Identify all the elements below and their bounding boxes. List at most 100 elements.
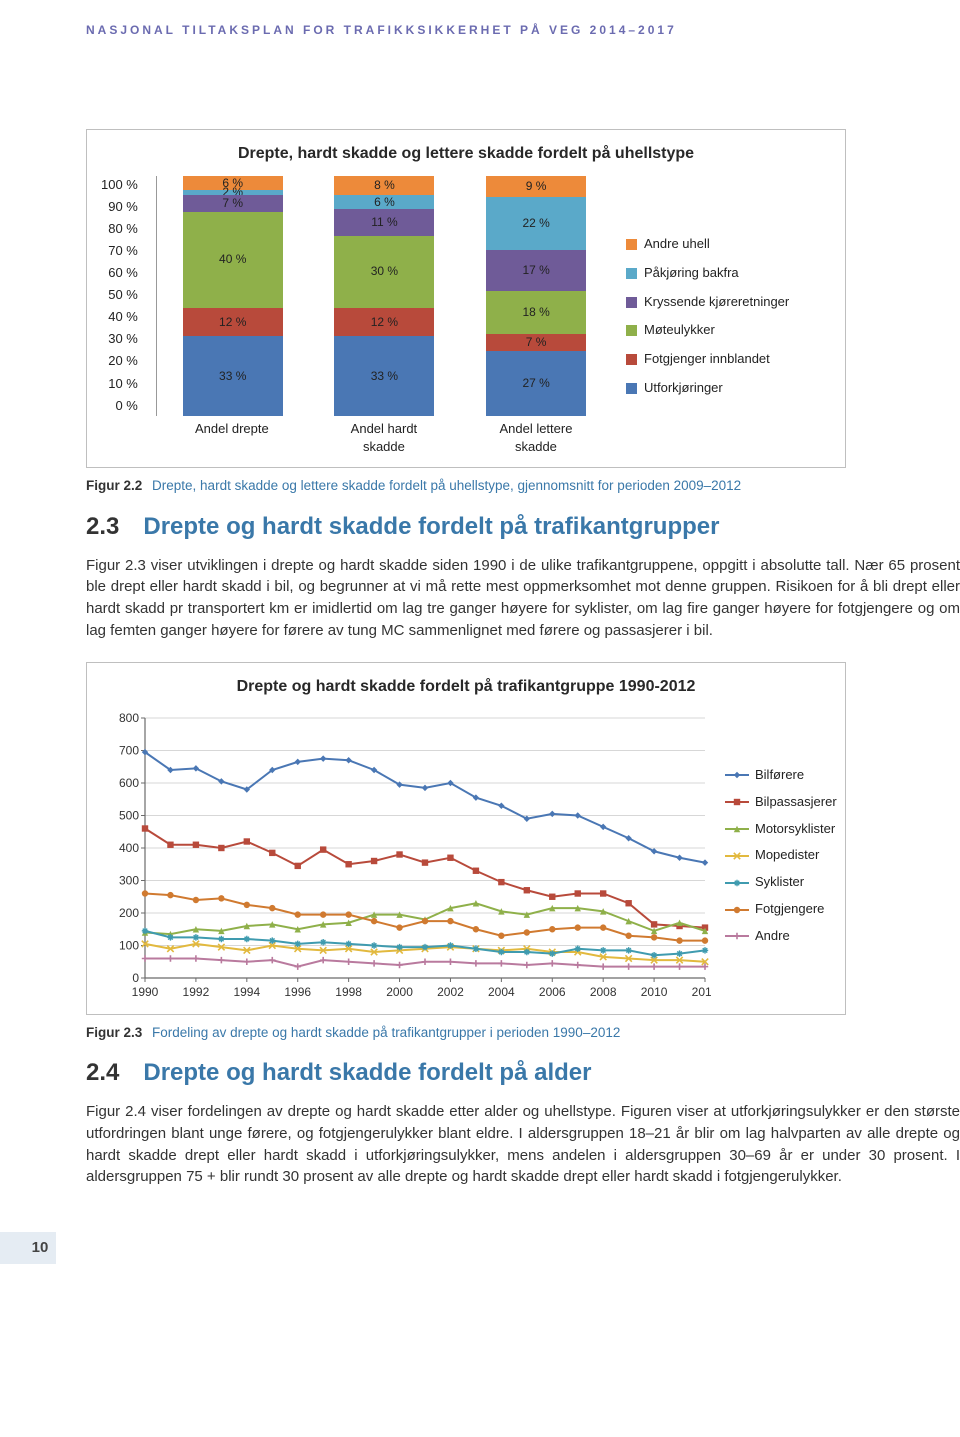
ytick-label: 60 % (108, 264, 138, 283)
legend-item: Andre (725, 927, 837, 946)
legend-item: Påkjøring bakfra (626, 264, 831, 283)
fig22-num: Figur 2.2 (86, 478, 142, 493)
legend-label: Fotgjenger innblandet (644, 350, 770, 369)
legend-label: Andre uhell (644, 235, 710, 254)
legend-item: Andre uhell (626, 235, 831, 254)
legend-swatch (626, 297, 637, 308)
legend-label: Mopedister (755, 846, 819, 865)
legend-label: Bilførere (755, 766, 804, 785)
ytick-label: 90 % (108, 198, 138, 217)
bar-column: 27 %7 %18 %17 %22 %9 % (486, 176, 586, 416)
legend-item: Motorsyklister (725, 820, 837, 839)
legend-swatch (626, 383, 637, 394)
legend-marker (725, 850, 749, 862)
legend-swatch (626, 239, 637, 250)
legend-label: Bilpassasjerer (755, 793, 837, 812)
legend-marker (725, 877, 749, 889)
svg-text:1994: 1994 (233, 985, 260, 999)
svg-text:500: 500 (119, 808, 139, 822)
svg-text:2008: 2008 (590, 985, 617, 999)
legend-swatch (626, 268, 637, 279)
ytick-label: 100 % (101, 176, 138, 195)
legend-item: Fotgjenger innblandet (626, 350, 831, 369)
stacked-legend: Andre uhell Påkjøring bakfra Kryssende kjø… (626, 176, 831, 458)
ytick-label: 0 % (115, 397, 137, 416)
bar-segment: 7 % (183, 195, 283, 212)
bar-segment: 12 % (334, 308, 434, 337)
ytick-label: 80 % (108, 220, 138, 239)
svg-text:200: 200 (119, 906, 139, 920)
heading24-title: Drepte og hardt skadde fordelt på alder (143, 1059, 591, 1086)
svg-text:2006: 2006 (539, 985, 566, 999)
fig23-text: Fordeling av drepte og hardt skadde på t… (152, 1025, 620, 1040)
svg-text:800: 800 (119, 711, 139, 725)
legend-marker (725, 904, 749, 916)
fig23-caption: Figur 2.3 Fordeling av drepte og hardt s… (86, 1023, 960, 1043)
legend-label: Fotgjengere (755, 900, 824, 919)
legend-label: Syklister (755, 873, 804, 892)
bar-segment: 11 % (334, 209, 434, 235)
legend-item: Syklister (725, 873, 837, 892)
bar-segment: 8 % (334, 176, 434, 195)
legend-marker (725, 823, 749, 835)
bar-segment: 30 % (334, 236, 434, 308)
ytick-label: 20 % (108, 352, 138, 371)
svg-text:0: 0 (132, 971, 139, 985)
bar-segment: 33 % (183, 336, 283, 415)
legend-label: Utforkjøringer (644, 379, 723, 398)
legend-label: Kryssende kjøreretninger (644, 293, 789, 312)
stacked-chart-box: Drepte, hardt skadde og lettere skadde f… (86, 129, 846, 468)
category-label: Andel lettere skadde (486, 420, 586, 458)
category-label: Andel drepte (182, 420, 282, 458)
legend-marker (725, 796, 749, 808)
bar-segment: 40 % (183, 212, 283, 308)
legend-item: Utforkjøringer (626, 379, 831, 398)
legend-label: Andre (755, 927, 790, 946)
legend-item: Møteulykker (626, 321, 831, 340)
legend-marker (725, 930, 749, 942)
stacked-yaxis: 100 %90 %80 %70 %60 %50 %40 %30 %20 %10 … (101, 176, 142, 416)
svg-text:1990: 1990 (132, 985, 159, 999)
legend-item: Bilpassasjerer (725, 793, 837, 812)
svg-text:600: 600 (119, 776, 139, 790)
legend-item: Fotgjengere (725, 900, 837, 919)
heading23-num: 2.3 (86, 513, 119, 540)
bar-column: 33 %12 %30 %11 %6 %8 % (334, 176, 434, 416)
svg-text:700: 700 (119, 743, 139, 757)
bar-segment: 7 % (486, 334, 586, 351)
legend-label: Motorsyklister (755, 820, 835, 839)
bar-segment: 22 % (486, 197, 586, 250)
line-chart-title: Drepte og hardt skadde fordelt på trafik… (101, 675, 831, 698)
bar-segment: 18 % (486, 291, 586, 334)
heading24-num: 2.4 (86, 1059, 119, 1086)
bar-segment: 17 % (486, 250, 586, 291)
ytick-label: 30 % (108, 330, 138, 349)
para-2-4: Figur 2.4 viser fordelingen av drepte og… (86, 1101, 960, 1188)
svg-text:2010: 2010 (641, 985, 668, 999)
ytick-label: 10 % (108, 375, 138, 394)
ytick-label: 50 % (108, 286, 138, 305)
legend-marker (725, 769, 749, 781)
line-legend: Bilførere Bilpassasjerer Motorsyklister Mop… (725, 708, 837, 1004)
bar-segment: 9 % (486, 176, 586, 198)
bar-segment: 6 % (334, 195, 434, 209)
legend-swatch (626, 354, 637, 365)
svg-text:1992: 1992 (183, 985, 210, 999)
fig23-num: Figur 2.3 (86, 1025, 142, 1040)
stacked-bars: 33 %12 %40 %7 %2 %6 %33 %12 %30 %11 %6 %… (156, 176, 612, 416)
para-2-3: Figur 2.3 viser utviklingen i drepte og … (86, 555, 960, 642)
svg-text:1998: 1998 (335, 985, 362, 999)
legend-label: Møteulykker (644, 321, 715, 340)
page-number: 10 (0, 1232, 56, 1264)
line-chart-svg: 0100200300400500600700800199019921994199… (101, 708, 711, 1004)
bar-segment: 27 % (486, 351, 586, 416)
legend-item: Kryssende kjøreretninger (626, 293, 831, 312)
bar-segment: 12 % (183, 308, 283, 337)
bar-segment: 33 % (334, 336, 434, 415)
svg-text:100: 100 (119, 938, 139, 952)
svg-text:2000: 2000 (386, 985, 413, 999)
fig22-caption: Figur 2.2 Drepte, hardt skadde og letter… (86, 476, 960, 496)
legend-label: Påkjøring bakfra (644, 264, 739, 283)
svg-text:400: 400 (119, 841, 139, 855)
legend-item: Bilførere (725, 766, 837, 785)
